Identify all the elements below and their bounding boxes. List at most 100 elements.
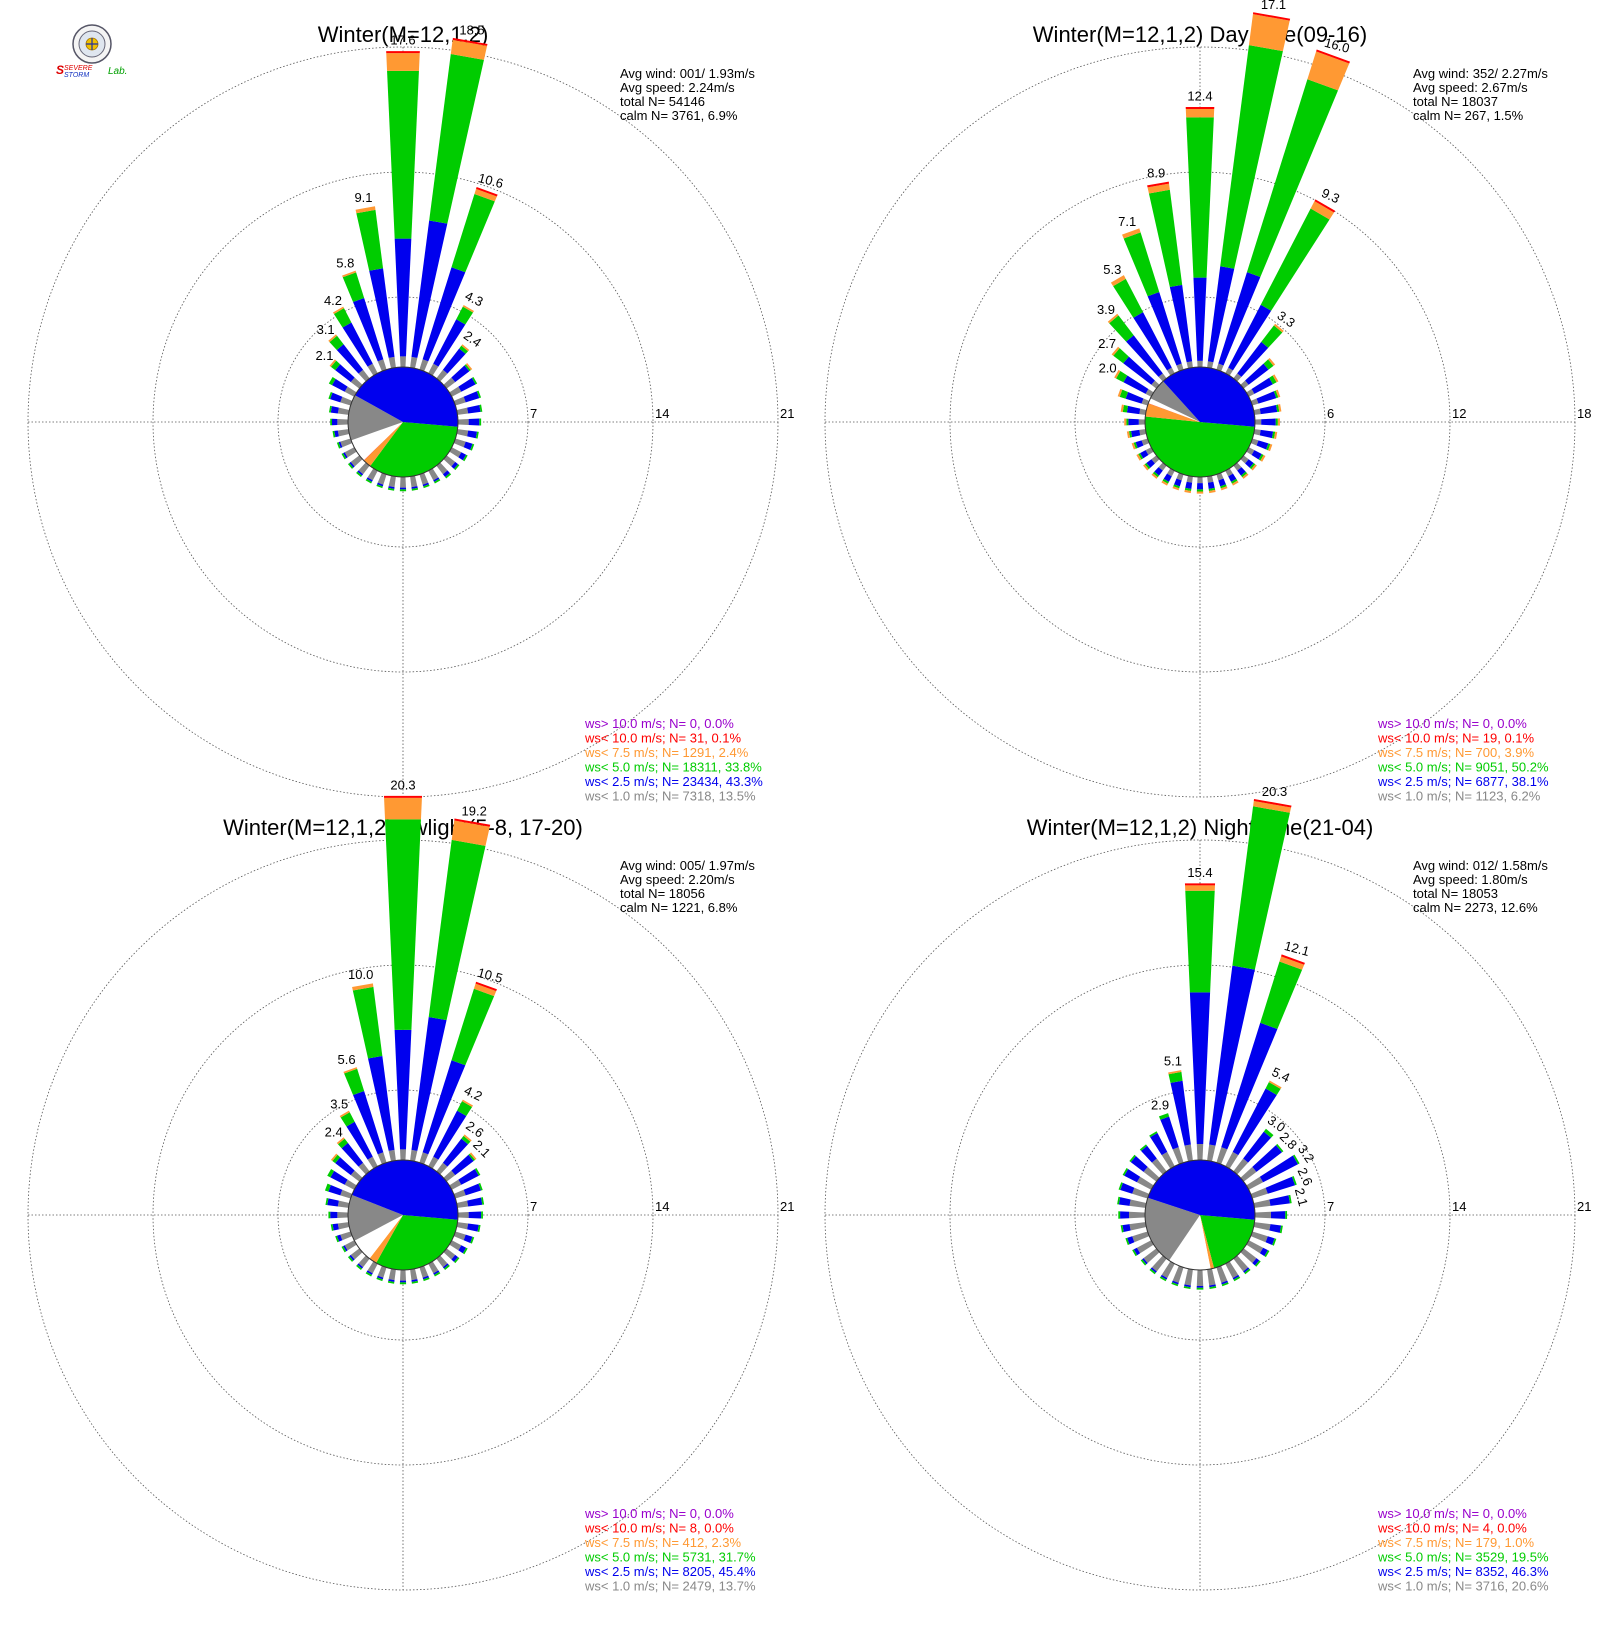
bar-segment-blue [442, 470, 450, 478]
bar-segment-gray [367, 468, 378, 481]
bar-segment-gray [410, 356, 418, 369]
bar-segment-blue [399, 1280, 407, 1283]
bar-segment-green [1273, 390, 1279, 399]
bar-segment-green [332, 1154, 341, 1164]
bar-segment-green [1244, 1268, 1251, 1275]
bar-segment-blue [1127, 1236, 1135, 1245]
bar-segment-green [476, 390, 482, 399]
bar-segment-green [451, 194, 495, 273]
pie-slice [1163, 367, 1255, 427]
legend-entry: ws< 10.0 m/s; N= 8, 0.0% [584, 1521, 734, 1536]
bar-segment-green [347, 462, 354, 469]
bar-segment-blue [451, 365, 470, 383]
bar-segment-blue [357, 470, 364, 476]
bar-segment-orange [1279, 956, 1305, 970]
bar-segment-green [1260, 208, 1330, 311]
bar-segment-orange [343, 1067, 358, 1074]
bar-segment-blue [422, 267, 466, 362]
bar-segment-blue [1228, 473, 1237, 482]
bar-segment-blue [327, 1198, 339, 1207]
bar-segment-gray [377, 472, 387, 485]
bar-value-label: 9.3 [1319, 185, 1342, 206]
bar-segment-gray [428, 468, 439, 481]
bar-segment-gray [377, 1152, 387, 1165]
bar-segment-blue [1169, 284, 1193, 363]
bar-segment-orange [1147, 183, 1170, 194]
bar-segment-green [399, 489, 407, 492]
bar-segment-gray [456, 429, 469, 437]
pie-slice [351, 1160, 458, 1220]
legend-entry: ws> 10.0 m/s; N= 0, 0.0% [1377, 716, 1527, 731]
bar-segment-green [1271, 431, 1276, 439]
bar-segment-orange [1310, 201, 1335, 220]
bar-segment-red [476, 186, 498, 197]
bar-segment-green [330, 1224, 334, 1231]
logo-text-bottom: STORM [64, 72, 89, 79]
bar-segment-orange [386, 53, 420, 71]
bar-segment-green [470, 1236, 475, 1244]
bar-segment-gray [1129, 1199, 1147, 1208]
bar-segment-green [457, 1101, 473, 1117]
bar-segment-green [1168, 1071, 1183, 1083]
bar-segment-green [1220, 45, 1283, 269]
bar-segment-gray [1207, 361, 1214, 369]
bar-segment-blue [328, 1184, 343, 1196]
bar-segment-blue [1245, 363, 1269, 385]
bar-segment-orange [1248, 14, 1290, 52]
bar-segment-blue [433, 477, 440, 482]
legend-entry: ws< 7.5 m/s; N= 412, 2.3% [584, 1535, 742, 1550]
bar-value-label: 10.5 [476, 965, 504, 986]
pie-slice [354, 1215, 403, 1259]
bar-segment-blue [1269, 1195, 1290, 1206]
pie-outline [1144, 366, 1256, 478]
bar-segment-green [1183, 1286, 1191, 1290]
bar-segment-green [1221, 1282, 1229, 1287]
bar-segment-gray [1240, 1166, 1257, 1182]
bar-segment-green [1288, 1194, 1292, 1204]
bar-value-label: 2.9 [1151, 1097, 1169, 1112]
bar-segment-orange [462, 304, 475, 313]
bar-segment-blue [1140, 450, 1149, 459]
bar-segment-gray [1225, 1261, 1239, 1279]
bar-value-label: 2.4 [325, 1124, 343, 1139]
bar-segment-orange [355, 206, 376, 214]
bar-segment-green [479, 418, 482, 426]
bar-segment-blue [1209, 965, 1255, 1146]
bar-segment-blue [1228, 304, 1272, 371]
bar-segment-gray [456, 1222, 469, 1230]
bar-segment-green [328, 1211, 331, 1219]
bar-segment-blue [394, 1029, 412, 1150]
bar-segment-gray [1250, 1187, 1268, 1199]
legend-entry: ws> 10.0 m/s; N= 0, 0.0% [584, 1506, 734, 1521]
wind-rose-panel-4: 7 14 21 Winter(M=12,1,2) Night time(21-04) A… [824, 784, 1591, 1594]
bar-segment-green [1148, 189, 1183, 287]
bar-segment-gray [1207, 1268, 1216, 1286]
bar-segment-blue [1207, 481, 1215, 489]
bar-segment-gray [337, 419, 349, 425]
bar-segment-green [1263, 359, 1274, 370]
bar-segment-green [324, 1183, 331, 1192]
bar-segment-green [332, 430, 336, 438]
pie-outline [1144, 1159, 1256, 1271]
bar-segment-blue [1259, 405, 1278, 415]
bar-segment-blue [1256, 440, 1269, 450]
bar-segment-gray [400, 476, 406, 488]
bar-value-label: 19.2 [462, 803, 487, 818]
bar-value-label: 5.1 [1164, 1053, 1182, 1068]
logo-text-lab: Lab. [108, 66, 127, 77]
bar-segment-blue [366, 1270, 373, 1275]
legend-entry: ws> 10.0 m/s; N= 0, 0.0% [584, 716, 734, 731]
bar-segment-gray [453, 1189, 466, 1199]
bar-segment-red [383, 795, 423, 798]
bar-segment-gray [337, 1200, 350, 1208]
bar-segment-gray [1132, 1231, 1150, 1243]
bar-segment-gray [388, 475, 396, 488]
bar-segment-green [1186, 117, 1214, 278]
bar-segment-blue [335, 364, 355, 383]
bar-segment-gray [358, 1255, 370, 1268]
bar-segment-green [1139, 1144, 1148, 1151]
bar-segment-green [428, 839, 486, 1021]
bar-segment-green [1119, 389, 1129, 399]
bar-segment-blue [1252, 1258, 1260, 1266]
bar-segment-blue [1252, 1145, 1282, 1172]
